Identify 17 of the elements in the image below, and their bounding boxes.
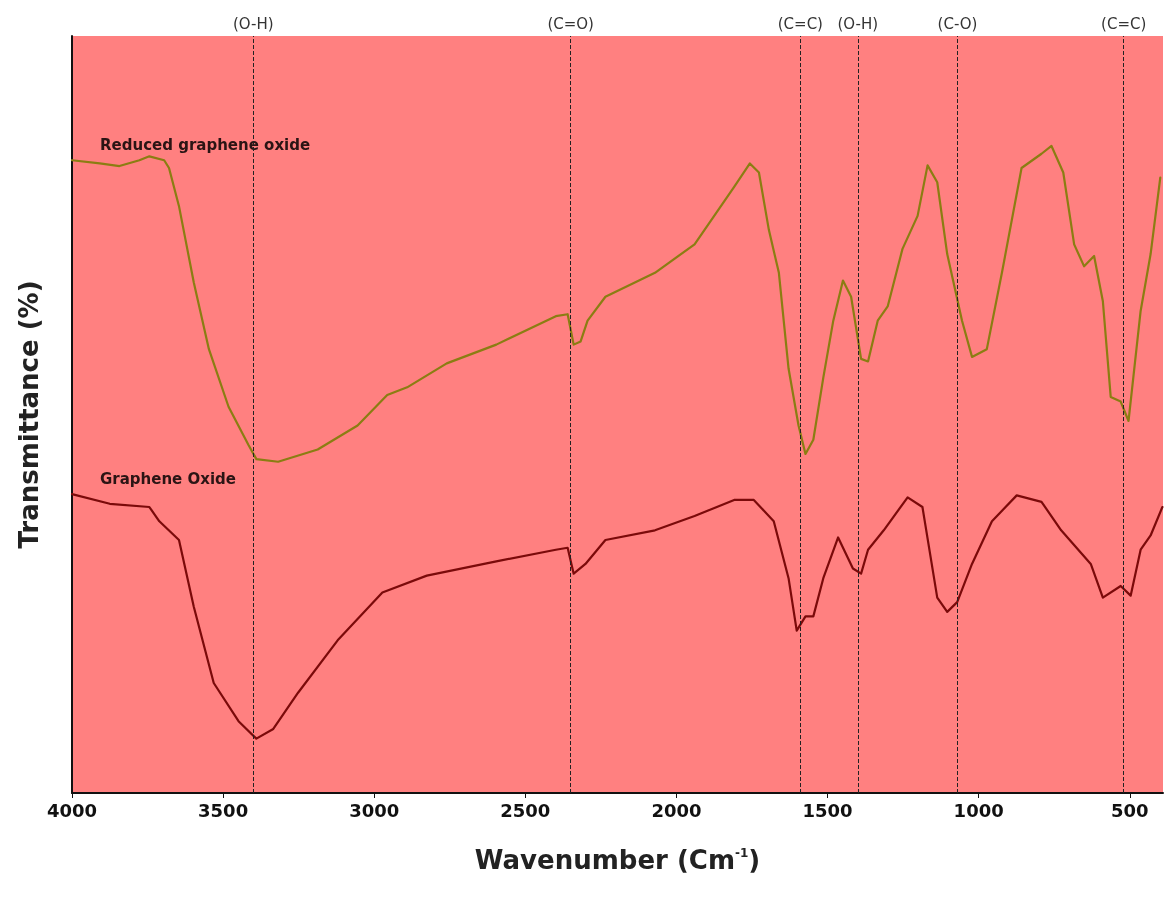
x-tick-label: 3000: [349, 799, 400, 821]
y-axis-title: Transmittance (%): [14, 280, 44, 549]
series-label: Graphene Oxide: [100, 469, 236, 488]
x-tick-label: 1000: [953, 799, 1004, 821]
series-label: Reduced graphene oxide: [100, 135, 311, 154]
x-tick-label: 2500: [500, 799, 551, 821]
x-tick-label: 500: [1110, 799, 1149, 821]
ref-line-label: (C=C): [777, 14, 823, 33]
ref-line-label: (O-H): [837, 14, 879, 33]
x-tick-label: 3500: [198, 799, 249, 821]
x-tick-label: 1500: [802, 799, 853, 821]
ref-line-label: (C=C): [1101, 14, 1147, 33]
ref-line-label: (O-H): [233, 14, 274, 33]
ref-line-label: (C-O): [937, 14, 978, 33]
ref-line-label: (C=O): [547, 14, 594, 33]
x-tick-label: 4000: [46, 799, 98, 821]
x-tick-label: 2000: [651, 799, 702, 821]
